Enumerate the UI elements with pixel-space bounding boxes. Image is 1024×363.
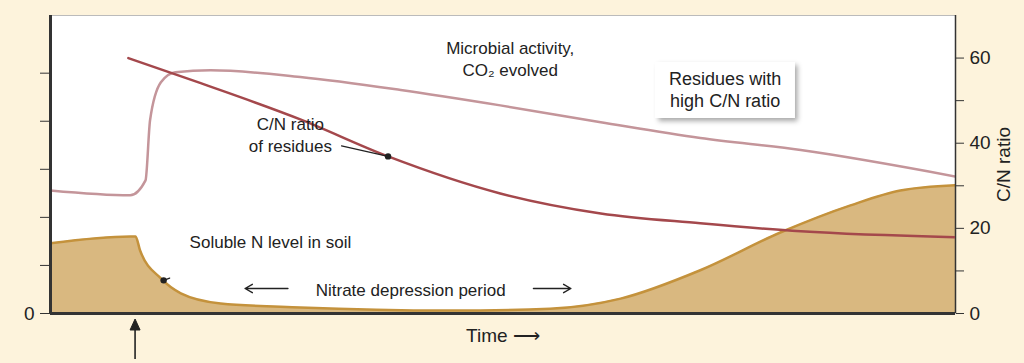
svg-text:C/N ratioof residues: C/N ratioof residues <box>249 115 332 156</box>
svg-text:Nitrate depression period: Nitrate depression period <box>316 281 506 300</box>
svg-text:Time ⟶: Time ⟶ <box>466 325 540 346</box>
svg-text:Microbial activity,CO₂ evolved: Microbial activity,CO₂ evolved <box>446 39 574 80</box>
svg-text:C/N ratio: C/N ratio <box>993 127 1014 202</box>
svg-text:20: 20 <box>970 217 991 238</box>
html-text:Residues with high C/N ratio: Residues with high C/N ratio <box>669 68 782 111</box>
svg-text:60: 60 <box>970 47 991 68</box>
svg-text:Soluble N level in soil: Soluble N level in soil <box>190 233 352 252</box>
svg-text:40: 40 <box>970 132 991 153</box>
svg-text:0: 0 <box>970 303 981 324</box>
svg-text:0: 0 <box>24 303 35 324</box>
